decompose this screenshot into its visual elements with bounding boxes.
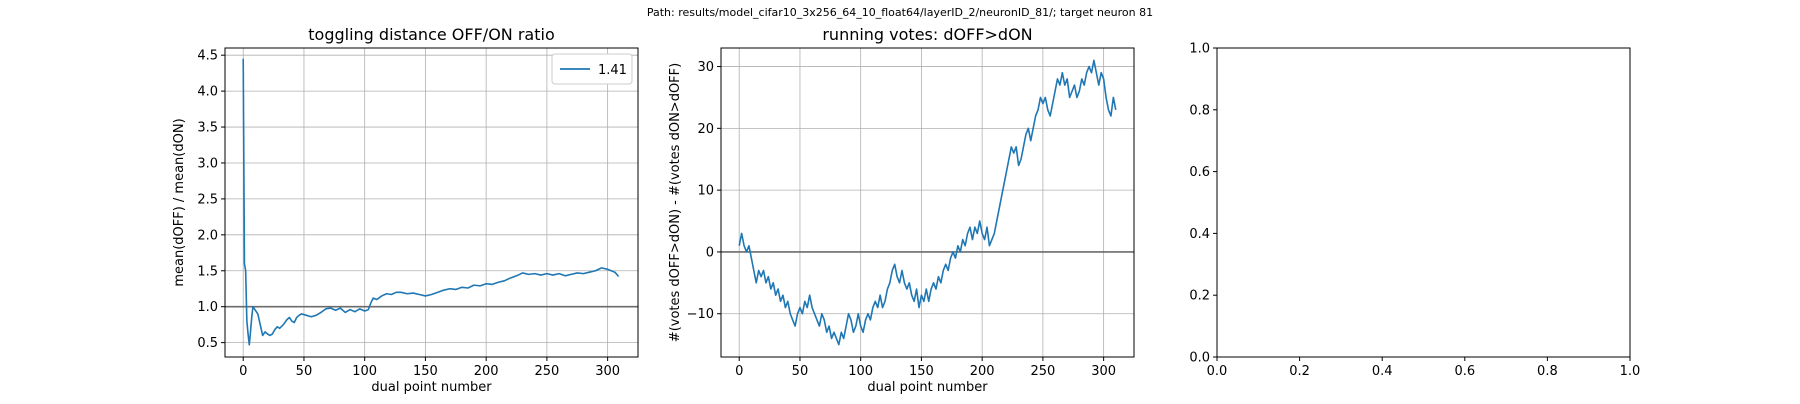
axes-frame: [1216, 47, 1631, 358]
y-tick-label: 1.0: [1189, 42, 1210, 57]
x-tick-label: 250: [1030, 364, 1055, 379]
x-tick-label: 200: [970, 364, 995, 379]
y-tick-label: 4.5: [197, 49, 218, 64]
y-tick-label: 0.2: [1189, 289, 1210, 304]
x-tick-label: 0: [239, 364, 247, 379]
y-tick-label: 0.5: [197, 336, 218, 351]
x-tick-label: 0.6: [1454, 364, 1475, 379]
chart-title: running votes: dOFF>dON: [822, 25, 1032, 44]
x-tick-label: 0.2: [1289, 364, 1310, 379]
series-line: [738, 59, 1117, 346]
y-tick-label: 30: [697, 60, 714, 75]
x-tick-label: 0: [735, 364, 743, 379]
figure-suptitle: Path: results/model_cifar10_3x256_64_10_…: [646, 6, 1154, 19]
x-tick-label: 100: [848, 364, 873, 379]
legend: 1.41: [551, 53, 633, 85]
x-tick-label: 0.8: [1537, 364, 1558, 379]
x-tick-label: 150: [413, 364, 438, 379]
chart-title: toggling distance OFF/ON ratio: [308, 25, 554, 44]
chart-panel-empty: 0.0 0.2 0.4 0.6 0.8 1.0 0.0 0.2 0.4 0.6 0.8 1.0: [1189, 42, 1640, 380]
x-axis-label: dual point number: [867, 380, 988, 395]
chart-panel-ratio: 0 50 100 150 200 250 300 0.5 1.0 1.5 2.0 2.5 3.0 3.5 4…: [172, 25, 639, 395]
y-axis-label: #(votes dOFF>dON) - #(votes dON>dOFF): [668, 63, 683, 342]
y-tick-label: 3.5: [197, 121, 218, 136]
y-tick-label: −10: [687, 307, 714, 322]
y-tick-label: 4.0: [197, 85, 218, 100]
y-tick-label: 0.0: [1189, 351, 1210, 366]
x-tick-label: 200: [474, 364, 499, 379]
x-tick-label: 100: [352, 364, 377, 379]
y-tick-label: 2.5: [197, 192, 218, 207]
x-tick-label: 50: [792, 364, 809, 379]
legend-label: 1.41: [598, 63, 627, 78]
x-tick-label: 0.0: [1207, 364, 1228, 379]
axes-frame: [720, 47, 1135, 358]
x-tick-label: 300: [1091, 364, 1116, 379]
chart-panel-votes: 0 50 100 150 200 250 300 −10 0 10 20 30 running vote…: [668, 25, 1135, 395]
y-tick-label: 1.5: [197, 264, 218, 279]
x-axis-label: dual point number: [371, 380, 492, 395]
x-tick-label: 1.0: [1620, 364, 1641, 379]
y-tick-label: 20: [697, 122, 714, 137]
y-tick-label: 10: [697, 184, 714, 199]
y-tick-label: 3.0: [197, 156, 218, 171]
x-tick-label: 50: [296, 364, 313, 379]
y-tick-label: 0.8: [1189, 103, 1210, 118]
series-line: [242, 58, 620, 346]
legend-box: [551, 53, 633, 85]
y-tick-label: 1.0: [197, 300, 218, 315]
y-tick-label: 0.6: [1189, 165, 1210, 180]
x-tick-label: 0.4: [1372, 364, 1393, 379]
x-tick-label: 150: [909, 364, 934, 379]
y-tick-label: 0: [706, 245, 714, 260]
axes-frame: [224, 47, 639, 358]
y-tick-label: 0.4: [1189, 227, 1210, 242]
y-axis-label: mean(dOFF) / mean(dON): [172, 118, 187, 286]
y-tick-label: 2.0: [197, 228, 218, 243]
x-tick-label: 250: [534, 364, 559, 379]
x-tick-label: 300: [595, 364, 620, 379]
